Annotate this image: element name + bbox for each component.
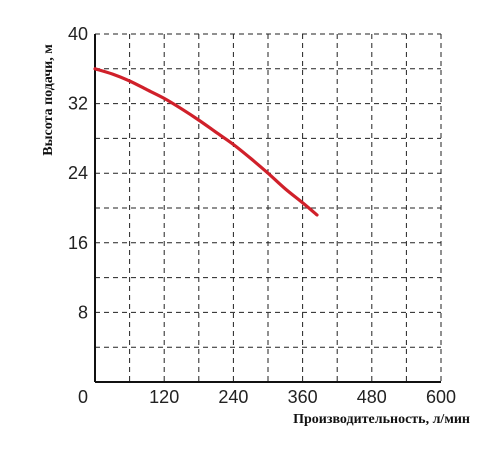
axes: [94, 34, 441, 383]
grid-lines: [95, 33, 442, 382]
x-tick-label: 240: [218, 387, 248, 407]
x-tick-label: 360: [288, 387, 318, 407]
x-tick-label: 480: [357, 387, 387, 407]
x-tick-label: 0: [78, 387, 88, 407]
y-axis-label: Высота подачи, м: [41, 44, 56, 156]
y-tick-labels: 8 16 24 32 40: [68, 24, 88, 322]
y-tick-label: 24: [68, 163, 88, 183]
series-line-0: [93, 67, 319, 217]
y-tick-label: 8: [78, 302, 88, 322]
x-axis-label: Производительность, л/мин: [293, 412, 470, 427]
series-layer: [93, 67, 319, 217]
y-tick-label: 16: [68, 233, 88, 253]
y-tick-label: 40: [68, 24, 88, 44]
y-tick-label: 32: [68, 94, 88, 114]
x-tick-labels: 0 120 240 360 480 600: [78, 387, 456, 407]
x-tick-label: 120: [149, 387, 179, 407]
x-tick-label: 600: [426, 387, 456, 407]
